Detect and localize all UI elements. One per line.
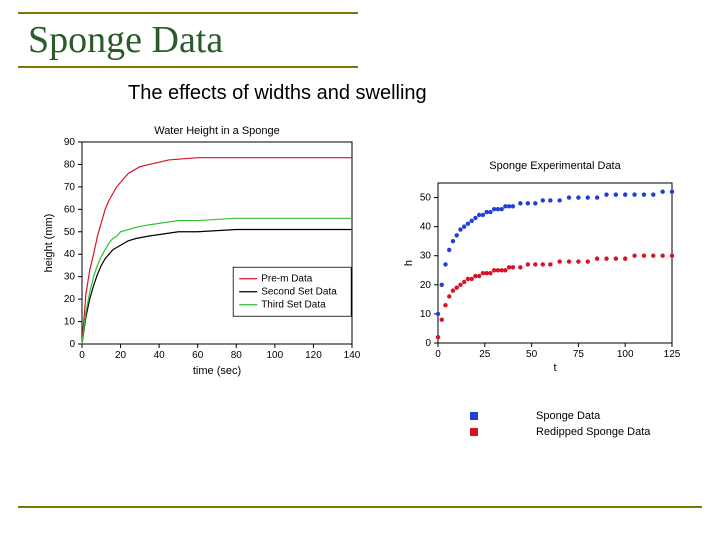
legend-label: Redipped Sponge Data [536,426,650,438]
svg-text:50: 50 [526,349,538,360]
title-rule-bottom [18,66,358,68]
svg-text:80: 80 [64,159,76,170]
svg-text:90: 90 [64,137,76,148]
legend-swatch-icon [470,412,478,420]
svg-text:Second Set Data: Second Set Data [261,287,337,298]
svg-text:70: 70 [64,182,76,193]
svg-text:25: 25 [479,349,491,360]
svg-text:40: 40 [420,222,432,233]
svg-text:20: 20 [64,294,76,305]
slide: Sponge Data The effects of widths and sw… [0,0,720,540]
legend-swatch-icon [470,428,478,436]
svg-text:60: 60 [192,350,204,361]
svg-text:0: 0 [425,338,431,349]
svg-text:10: 10 [420,309,432,320]
svg-text:Pre-m Data: Pre-m Data [261,274,313,285]
svg-text:125: 125 [664,349,680,360]
right-chart-legend: Sponge Data Redipped Sponge Data [470,410,650,442]
svg-text:50: 50 [64,227,76,238]
legend-label: Sponge Data [536,410,600,422]
bottom-rule [18,506,702,508]
svg-text:t: t [553,362,556,374]
svg-text:20: 20 [420,280,432,291]
svg-text:Water Height in a Sponge: Water Height in a Sponge [154,125,280,137]
svg-text:75: 75 [573,349,585,360]
legend-item: Redipped Sponge Data [470,426,650,438]
svg-text:140: 140 [344,350,360,361]
svg-text:100: 100 [617,349,634,360]
page-title: Sponge Data [28,18,223,62]
subtitle: The effects of widths and swelling [128,82,427,105]
svg-text:0: 0 [435,349,441,360]
svg-text:10: 10 [64,317,76,328]
svg-text:height (mm): height (mm) [43,214,55,273]
right-chart: Sponge Experimental Data 0 25 50 75 100 125 0 10… [400,155,680,380]
svg-text:0: 0 [69,339,75,350]
svg-text:h: h [403,260,415,266]
title-rule-top [18,12,358,14]
left-chart: Water Height in a Sponge0204060801001201… [40,120,360,385]
svg-text:80: 80 [231,350,243,361]
svg-text:40: 40 [64,249,76,260]
svg-text:30: 30 [64,272,76,283]
legend-item: Sponge Data [470,410,650,422]
svg-text:60: 60 [64,204,76,215]
svg-text:50: 50 [420,193,432,204]
svg-text:120: 120 [305,350,322,361]
svg-text:20: 20 [115,350,127,361]
svg-text:100: 100 [267,350,284,361]
svg-text:Sponge Experimental Data: Sponge Experimental Data [489,160,621,172]
svg-text:Third Set Data: Third Set Data [261,300,326,311]
svg-text:30: 30 [420,251,432,262]
svg-text:time (sec): time (sec) [193,365,241,377]
svg-text:40: 40 [154,350,166,361]
svg-text:0: 0 [79,350,85,361]
